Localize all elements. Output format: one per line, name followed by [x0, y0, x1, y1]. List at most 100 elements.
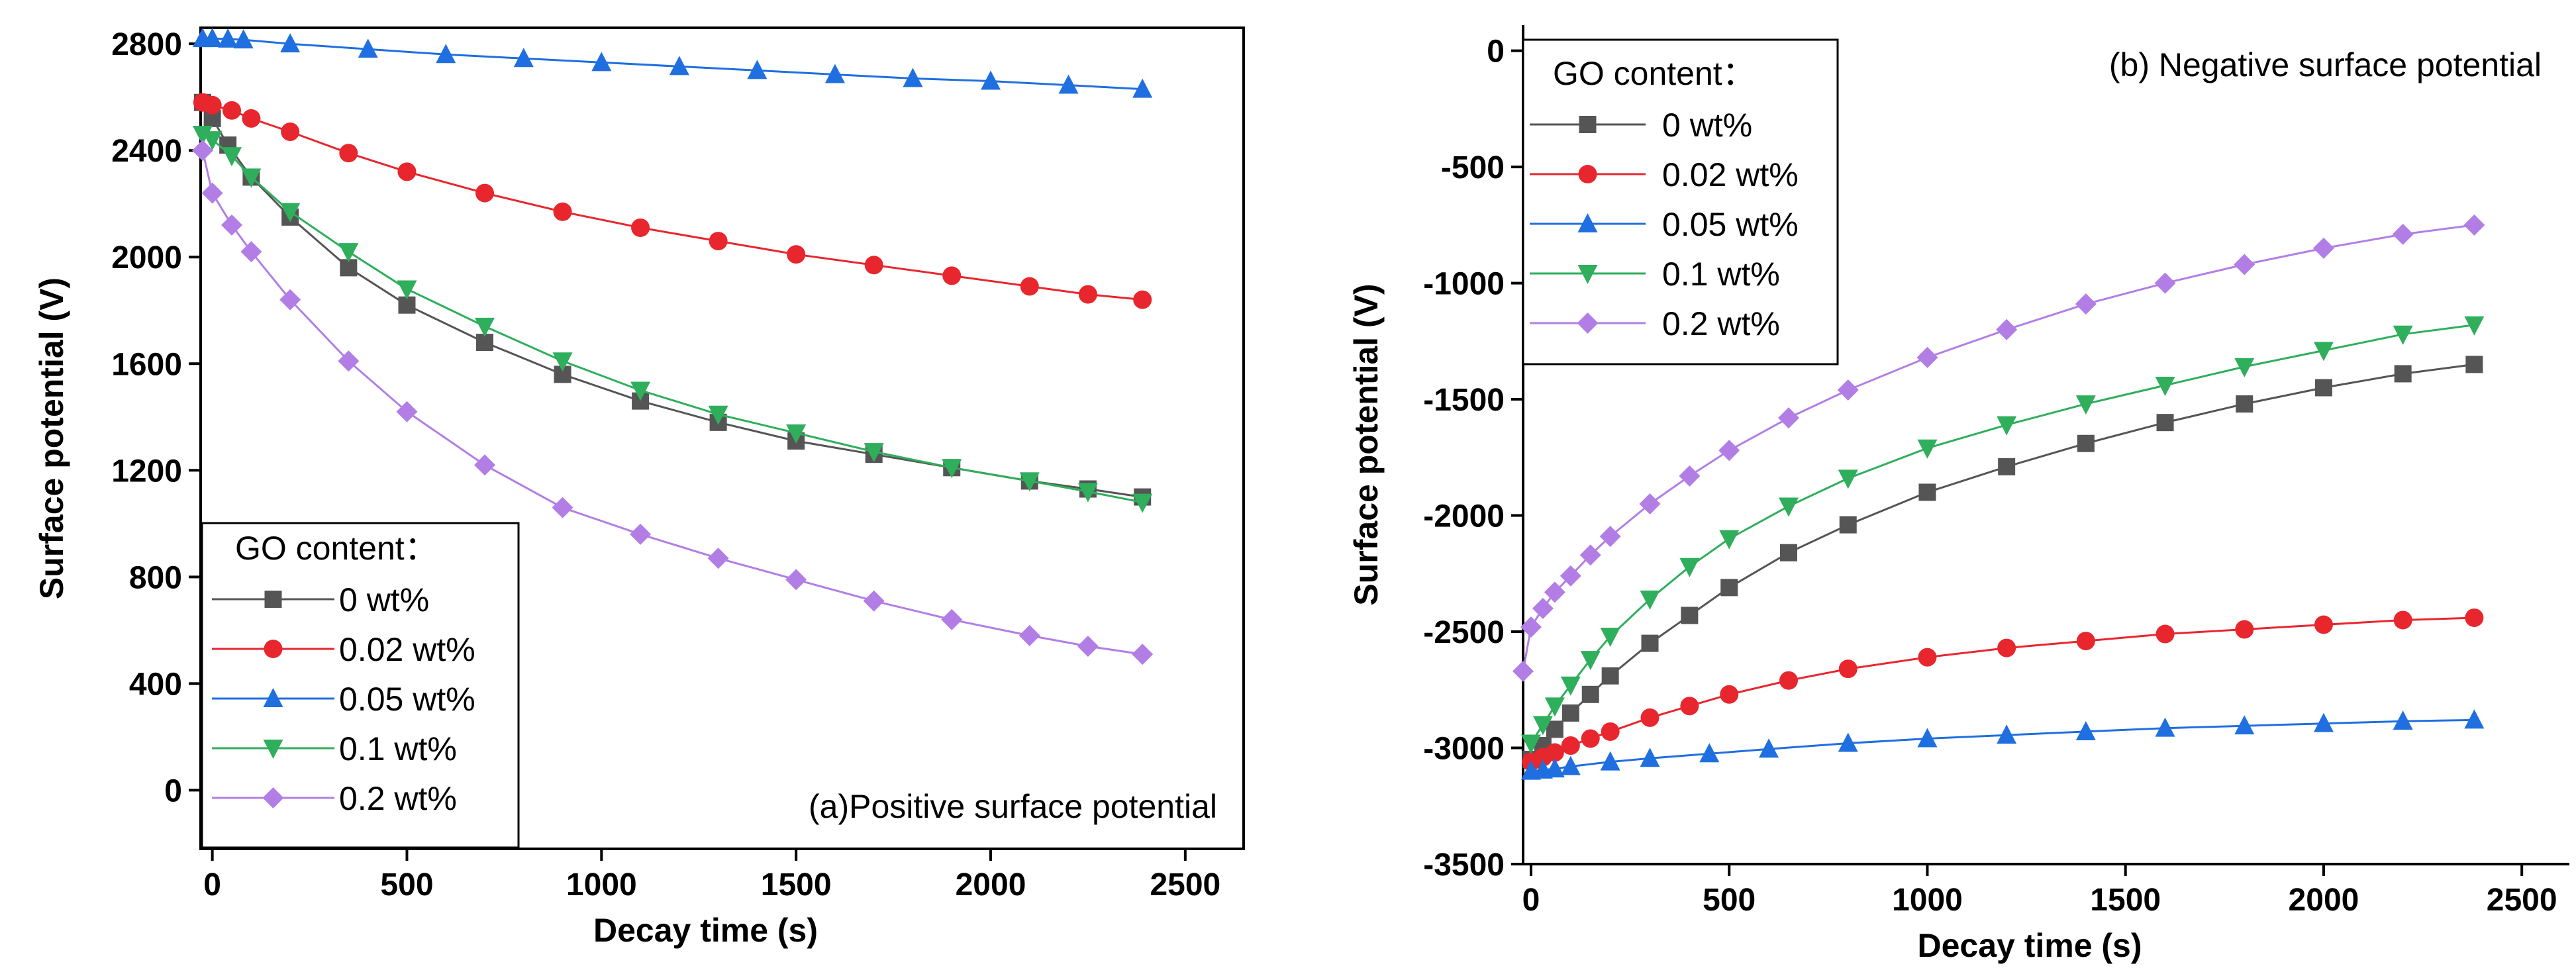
- y-tick-label: -2500: [1423, 615, 1505, 650]
- y-tick-label: 0: [1487, 34, 1505, 70]
- legend-label: 0.05 wt%: [1662, 206, 1799, 243]
- legend-item: 0.1 wt%: [1530, 256, 1780, 293]
- panel-label: (a)Positive surface potential: [809, 788, 1217, 825]
- y-tick-label: 1600: [111, 347, 182, 382]
- data-point: [707, 548, 729, 569]
- data-point: [1839, 516, 1857, 534]
- data-point: [552, 497, 573, 518]
- data-point: [1917, 728, 1938, 748]
- data-point: [1718, 440, 1740, 462]
- legend-box: [201, 522, 520, 849]
- data-point: [1699, 743, 1720, 763]
- data-point: [1679, 465, 1701, 487]
- data-point: [1544, 758, 1565, 778]
- series-0-1-wt: [1520, 316, 2485, 754]
- data-point: [1600, 751, 1620, 771]
- y-tick-label: 1200: [111, 454, 182, 489]
- data-point: [1641, 634, 1659, 652]
- series-0-02-wt: [1521, 608, 2484, 771]
- legend-marker: [262, 787, 284, 808]
- data-point: [786, 424, 807, 444]
- data-point: [242, 109, 261, 128]
- legend-item: 0.02 wt%: [212, 631, 475, 668]
- data-point: [2313, 712, 2334, 732]
- data-point: [2393, 710, 2413, 730]
- data-point: [1777, 407, 1799, 429]
- x-tick-label: 1000: [566, 867, 637, 902]
- x-tick-label: 2500: [2487, 883, 2557, 918]
- data-point: [1544, 581, 1565, 603]
- data-point: [1838, 659, 1858, 679]
- data-point: [339, 144, 358, 163]
- data-point: [1581, 685, 1599, 703]
- data-point: [218, 28, 238, 48]
- y-tick-label: 2400: [111, 134, 182, 169]
- series-0-2-wt: [1512, 214, 2485, 682]
- data-point: [863, 590, 885, 612]
- data-point: [1132, 644, 1154, 665]
- data-point: [1916, 346, 1938, 368]
- data-point: [202, 131, 223, 151]
- data-point: [1561, 704, 1579, 722]
- data-point: [1019, 472, 1040, 492]
- legend-item: 0.05 wt%: [212, 681, 475, 718]
- data-point: [981, 70, 1001, 90]
- data-point: [2464, 316, 2485, 336]
- data-point: [942, 266, 962, 285]
- data-point: [2075, 395, 2096, 415]
- series-0-1-wt: [192, 126, 1153, 513]
- series-line: [201, 101, 1143, 499]
- data-point: [338, 243, 359, 263]
- legend-item: 0 wt%: [1530, 107, 1752, 144]
- y-tick-label: 400: [129, 667, 182, 702]
- data-point: [1546, 720, 1563, 738]
- data-point: [222, 147, 242, 167]
- legend-marker: [1579, 116, 1597, 133]
- series-line: [1530, 718, 2475, 773]
- data-point: [669, 56, 689, 75]
- data-point: [191, 140, 213, 162]
- panel-label: (b) Negative surface potential: [2109, 46, 2542, 83]
- data-point: [2155, 377, 2175, 397]
- legend-title: GO content：: [235, 530, 438, 567]
- data-point: [1997, 638, 2016, 657]
- legend-marker: [264, 640, 283, 658]
- legend-label: 0.2 wt%: [1662, 305, 1780, 342]
- chart-panel-b: 0 500 1000 1500 2000 2500 -3500 -3000 -2500 -2000…: [1348, 25, 2569, 964]
- data-point: [591, 52, 612, 72]
- data-point: [1545, 743, 1564, 762]
- x-tick-label: 500: [380, 867, 433, 902]
- legend-marker: [263, 740, 283, 759]
- legend-title: GO content：: [1553, 55, 1756, 92]
- data-point: [552, 352, 573, 372]
- data-point: [397, 162, 417, 181]
- data-point: [202, 28, 223, 48]
- data-point: [1719, 530, 1740, 550]
- data-point: [397, 280, 417, 300]
- data-point: [1838, 732, 1858, 752]
- data-point: [1133, 290, 1152, 309]
- data-point: [2076, 632, 2095, 651]
- data-point: [279, 289, 301, 311]
- data-point: [396, 401, 418, 422]
- data-point: [281, 122, 300, 142]
- y-tick-label: -3500: [1423, 848, 1505, 883]
- series-0-wt: [193, 93, 1152, 506]
- data-point: [2156, 414, 2174, 432]
- data-point: [1601, 667, 1619, 685]
- data-point: [1998, 458, 2016, 475]
- data-point: [1520, 734, 1541, 754]
- data-point: [280, 33, 301, 53]
- data-point: [864, 256, 883, 275]
- data-point: [2154, 272, 2176, 294]
- y-tick-label: 2800: [111, 27, 182, 62]
- data-point: [1997, 416, 2017, 436]
- data-point: [1077, 636, 1099, 657]
- data-point: [2312, 237, 2334, 259]
- data-point: [1520, 616, 1542, 638]
- data-point: [630, 381, 651, 401]
- data-point: [631, 218, 650, 237]
- legend-label: 0.02 wt%: [1662, 156, 1799, 193]
- data-point: [513, 48, 534, 68]
